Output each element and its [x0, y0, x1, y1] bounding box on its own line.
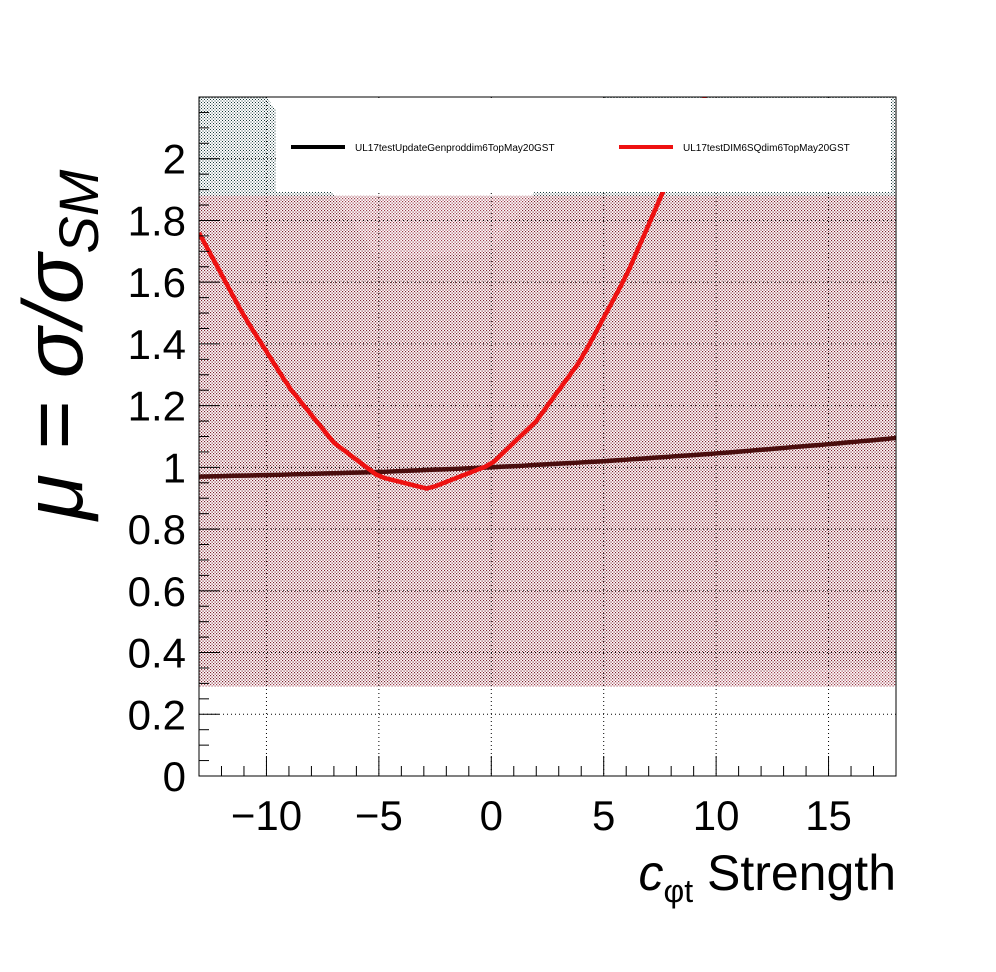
y-tick-label: 0	[163, 753, 186, 800]
x-tick-label: 5	[592, 792, 615, 839]
series-line-1	[199, 435, 896, 479]
y-tick-label: 1.4	[128, 321, 186, 368]
legend-label-1: UL17testUpdateGenproddim6TopMay20GST	[355, 143, 555, 154]
y-axis-label-main: μ = σ/σ	[6, 250, 100, 522]
x-tick-label: 0	[480, 792, 503, 839]
axis-ticks	[198, 96, 897, 777]
x-tick-label: −10	[231, 792, 302, 839]
y-tick-label: 2	[163, 136, 186, 183]
x-tick-label: 10	[693, 792, 740, 839]
y-tick-label: 1.6	[128, 259, 186, 306]
y-tick-label: 1.2	[128, 383, 186, 430]
y-tick-label: 1.8	[128, 197, 186, 244]
uncertainty-bands	[199, 97, 896, 687]
band-2	[199, 195, 896, 687]
x-axis-label: cφt Strength	[638, 845, 896, 909]
y-tick-label: 1	[163, 444, 186, 491]
series-lines	[199, 97, 896, 491]
x-tick-label: 15	[805, 792, 852, 839]
y-tick-labels: 0 0.2 0.4 0.6 0.8 1 1.2 1.4 1.6 1.8 2	[128, 136, 186, 800]
x-axis-label-subscript: φt	[663, 873, 693, 909]
series-line-2	[199, 97, 707, 491]
y-tick-label: 0.6	[128, 568, 186, 615]
x-axis-label-symbol: c	[638, 845, 663, 901]
y-tick-label: 0.2	[128, 691, 186, 738]
y-tick-label: 0.4	[128, 630, 186, 677]
y-tick-label: 0.8	[128, 506, 186, 553]
x-tick-labels: −10 −5 0 5 10 15	[231, 792, 852, 839]
x-axis-label-suffix: Strength	[693, 845, 896, 901]
y-axis-label-subscript: SM	[47, 169, 110, 253]
legend-label-2: UL17testDIM6SQdim6TopMay20GST	[683, 143, 850, 154]
legend: UL17testUpdateGenproddim6TopMay20GST UL17…	[291, 143, 850, 154]
y-axis-label: μ = σ/σSM	[6, 169, 110, 522]
x-tick-label: −5	[355, 792, 403, 839]
legend-background	[276, 98, 891, 192]
